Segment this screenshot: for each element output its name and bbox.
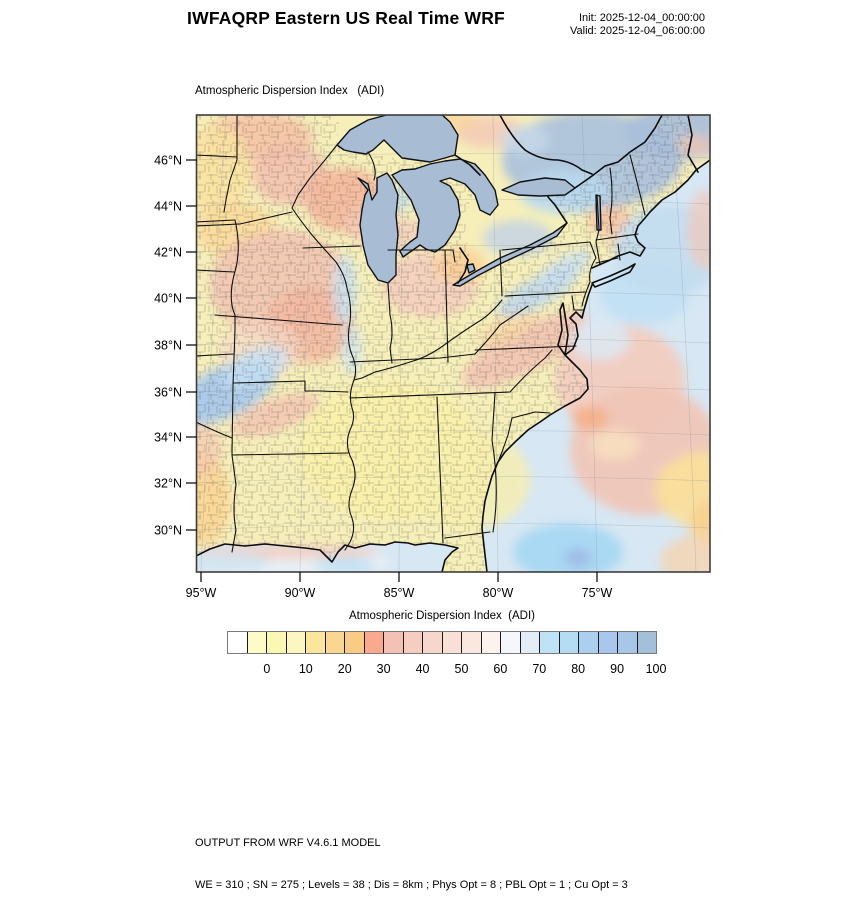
colorbar-tick-label: 0	[263, 662, 271, 676]
lake-st-clair	[466, 263, 476, 274]
colorbar-tick-label: 60	[493, 662, 508, 676]
wrf-plot-page: { "header": { "title": "IWFAQRP Eastern …	[154, 8, 711, 891]
colorbar-tick-label: 20	[337, 662, 352, 676]
colorbar-cell	[500, 632, 520, 653]
lake-superior	[336, 115, 459, 163]
colorbar-cell	[422, 632, 442, 653]
colorbar-tick-label: 80	[571, 662, 586, 676]
colorbar-tick-label: 30	[376, 662, 391, 676]
lat-tick-label: 30°N	[154, 524, 182, 538]
colorbar-tick-label: 40	[415, 662, 430, 676]
lat-tick-label: 32°N	[154, 477, 182, 491]
colorbar-tick-label: 10	[298, 662, 313, 676]
state-boundaries	[196, 115, 646, 553]
lat-tick-label: 44°N	[154, 200, 182, 214]
colorbar-cell	[285, 632, 305, 653]
lon-tick-label: 95°W	[186, 586, 217, 600]
lat-tick-label: 34°N	[154, 431, 182, 445]
footer-line1: OUTPUT FROM WRF V4.6.1 MODEL	[195, 837, 381, 849]
init-time-label: Init: 2025-12-04_00:00:00	[579, 12, 705, 24]
colorbar-cell	[480, 632, 500, 653]
colorbar-cell	[228, 632, 247, 653]
colorbar-cell	[402, 632, 422, 653]
colorbar-cell	[636, 632, 656, 653]
colorbar	[227, 631, 657, 654]
lon-tick-label: 75°W	[582, 586, 613, 600]
colorbar-cell	[539, 632, 559, 653]
run-times: Init: 2025-12-04_00:00:00 Valid: 2025-12…	[570, 12, 705, 38]
colorbar-cell	[305, 632, 325, 653]
lat-tick-label: 38°N	[154, 339, 182, 353]
colorbar-cell	[324, 632, 344, 653]
colorbar-tick-label: 50	[454, 662, 469, 676]
lon-tick-label: 85°W	[384, 586, 415, 600]
footer-model-info: OUTPUT FROM WRF V4.6.1 MODEL WE = 310 ; …	[195, 808, 628, 906]
colorbar-cell	[344, 632, 364, 653]
page-title: IWFAQRP Eastern US Real Time WRF	[187, 8, 505, 28]
map-frame	[195, 114, 711, 573]
colorbar-tick-label: 90	[610, 662, 625, 676]
lat-tick-label: 40°N	[154, 292, 182, 306]
map-subtitle: Atmospheric Dispersion Index (ADI)	[195, 85, 385, 97]
great-lakes	[336, 115, 602, 287]
colorbar-tick-label: 70	[532, 662, 547, 676]
map-canvas: 46°N 44°N 42°N 40°N 38°N 36°N 34°N 32°N 30°N 95°W…	[154, 114, 711, 601]
lon-tick-label: 90°W	[285, 586, 316, 600]
lat-tick-label: 46°N	[154, 154, 182, 168]
lon-tick-label: 80°W	[483, 586, 514, 600]
colorbar-cell	[597, 632, 617, 653]
colorbar-cell	[441, 632, 461, 653]
lat-tick-label: 36°N	[154, 386, 182, 400]
colorbar-cell	[558, 632, 578, 653]
lake-erie	[452, 222, 568, 287]
colorbar-cell	[383, 632, 403, 653]
colorbar-cell	[617, 632, 637, 653]
coastline	[196, 159, 710, 572]
lat-tick-label: 42°N	[154, 246, 182, 260]
colorbar-cell	[578, 632, 598, 653]
colorbar-labels: 0 10 20 30 40 50 60 70 80 90 100	[228, 662, 666, 678]
footer-line2: WE = 310 ; SN = 275 ; Levels = 38 ; Dis …	[195, 879, 628, 891]
graticule	[196, 115, 710, 572]
colorbar-cell	[266, 632, 286, 653]
axis-layer: 46°N 44°N 42°N 40°N 38°N 36°N 34°N 32°N 30°N 95°W…	[154, 154, 612, 601]
colorbar-title: Atmospheric Dispersion Index (ADI)	[349, 610, 535, 622]
international-border	[454, 115, 699, 284]
lake-michigan-huron	[357, 158, 499, 284]
colorbar-cell	[519, 632, 539, 653]
colorbar-cell	[363, 632, 383, 653]
valid-time-label: Valid: 2025-12-04_06:00:00	[570, 25, 705, 37]
colorbar-tick-label: 100	[645, 662, 667, 676]
colorbar-cell	[461, 632, 481, 653]
colorbar-cell	[246, 632, 266, 653]
